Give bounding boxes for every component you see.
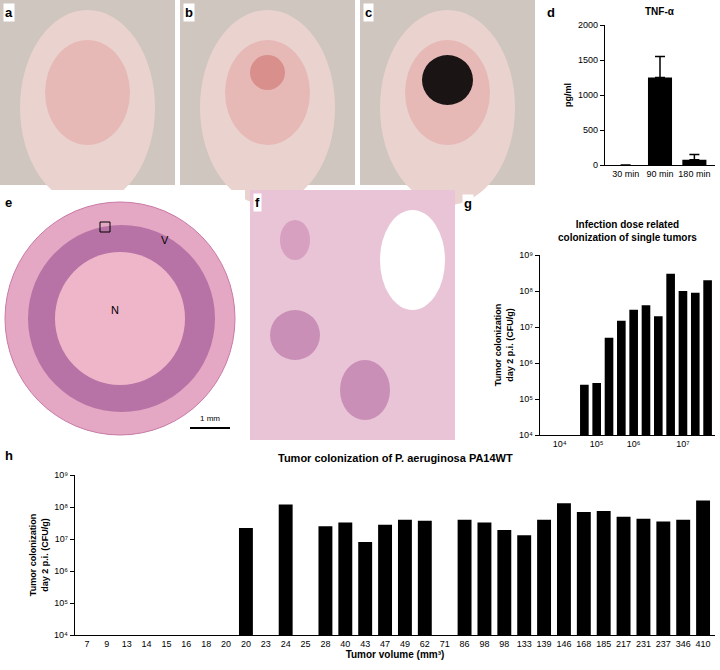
- svg-text:d: d: [547, 5, 555, 20]
- svg-text:9: 9: [104, 639, 109, 649]
- svg-text:10⁸: 10⁸: [54, 502, 68, 512]
- svg-text:62: 62: [420, 639, 430, 649]
- svg-text:98: 98: [479, 639, 489, 649]
- svg-text:15: 15: [161, 639, 171, 649]
- svg-text:180 min: 180 min: [678, 169, 710, 179]
- svg-text:10⁶: 10⁶: [627, 439, 641, 449]
- svg-text:1 mm: 1 mm: [200, 414, 220, 423]
- svg-text:10⁷: 10⁷: [676, 439, 689, 449]
- svg-text:10⁷: 10⁷: [520, 322, 533, 332]
- svg-text:231: 231: [636, 639, 651, 649]
- svg-text:2000: 2000: [578, 20, 598, 30]
- svg-text:g: g: [464, 196, 472, 211]
- svg-text:237: 237: [656, 639, 671, 649]
- svg-text:b: b: [185, 5, 193, 20]
- svg-text:V: V: [161, 234, 169, 246]
- svg-text:Infection dose relatedcoloniza: Infection dose relatedcolonization of si…: [558, 219, 697, 243]
- svg-text:346: 346: [676, 639, 691, 649]
- svg-text:10⁴: 10⁴: [553, 439, 567, 449]
- svg-text:pg/ml: pg/ml: [563, 83, 573, 107]
- svg-text:217: 217: [616, 639, 631, 649]
- svg-text:40: 40: [340, 639, 350, 649]
- svg-text:Tumor volume (mm³): Tumor volume (mm³): [346, 649, 445, 660]
- svg-text:139: 139: [537, 639, 552, 649]
- svg-text:1000: 1000: [578, 90, 598, 100]
- svg-text:a: a: [5, 5, 13, 20]
- svg-text:13: 13: [122, 639, 132, 649]
- svg-text:28: 28: [320, 639, 330, 649]
- svg-text:98: 98: [499, 639, 509, 649]
- svg-text:Tumor colonization of P. aerug: Tumor colonization of P. aeruginosa PA14…: [278, 452, 513, 464]
- svg-text:N: N: [111, 304, 119, 316]
- svg-text:20: 20: [241, 639, 251, 649]
- svg-text:185: 185: [596, 639, 611, 649]
- svg-text:168: 168: [576, 639, 591, 649]
- svg-text:14: 14: [142, 639, 152, 649]
- svg-text:e: e: [5, 195, 12, 210]
- svg-text:49: 49: [400, 639, 410, 649]
- svg-text:10⁶: 10⁶: [519, 358, 533, 368]
- svg-text:24: 24: [281, 639, 291, 649]
- svg-text:133: 133: [517, 639, 532, 649]
- svg-text:f: f: [255, 195, 260, 210]
- svg-text:23: 23: [261, 639, 271, 649]
- svg-text:146: 146: [556, 639, 571, 649]
- svg-text:86: 86: [460, 639, 470, 649]
- svg-text:71: 71: [440, 639, 450, 649]
- svg-text:10⁵: 10⁵: [519, 394, 533, 404]
- svg-text:TNF-α: TNF-α: [645, 6, 675, 17]
- svg-text:Tumor colonizationday 2 p.i. (: Tumor colonizationday 2 p.i. (CFU/g): [28, 514, 50, 596]
- svg-text:500: 500: [583, 125, 598, 135]
- svg-text:10⁹: 10⁹: [519, 250, 533, 260]
- svg-text:25: 25: [301, 639, 311, 649]
- svg-text:43: 43: [360, 639, 370, 649]
- svg-text:h: h: [5, 448, 13, 463]
- svg-text:90 min: 90 min: [646, 169, 673, 179]
- svg-text:1500: 1500: [578, 55, 598, 65]
- svg-text:c: c: [365, 5, 372, 20]
- svg-text:47: 47: [380, 639, 390, 649]
- svg-text:10⁴: 10⁴: [519, 430, 533, 440]
- svg-text:10⁸: 10⁸: [519, 286, 533, 296]
- svg-text:10⁴: 10⁴: [54, 630, 68, 640]
- svg-text:30 min: 30 min: [612, 169, 639, 179]
- svg-text:10⁷: 10⁷: [55, 534, 68, 544]
- svg-text:18: 18: [201, 639, 211, 649]
- svg-text:7: 7: [84, 639, 89, 649]
- svg-text:10⁵: 10⁵: [590, 439, 604, 449]
- svg-text:Tumor colonizationday 2 p.i. (: Tumor colonizationday 2 p.i. (CFU/g): [493, 304, 515, 386]
- svg-text:410: 410: [696, 639, 711, 649]
- svg-text:20: 20: [221, 639, 231, 649]
- svg-text:10⁶: 10⁶: [54, 566, 68, 576]
- svg-text:16: 16: [181, 639, 191, 649]
- svg-text:0: 0: [593, 160, 598, 170]
- svg-text:10⁵: 10⁵: [54, 598, 68, 608]
- svg-text:10⁹: 10⁹: [54, 470, 68, 480]
